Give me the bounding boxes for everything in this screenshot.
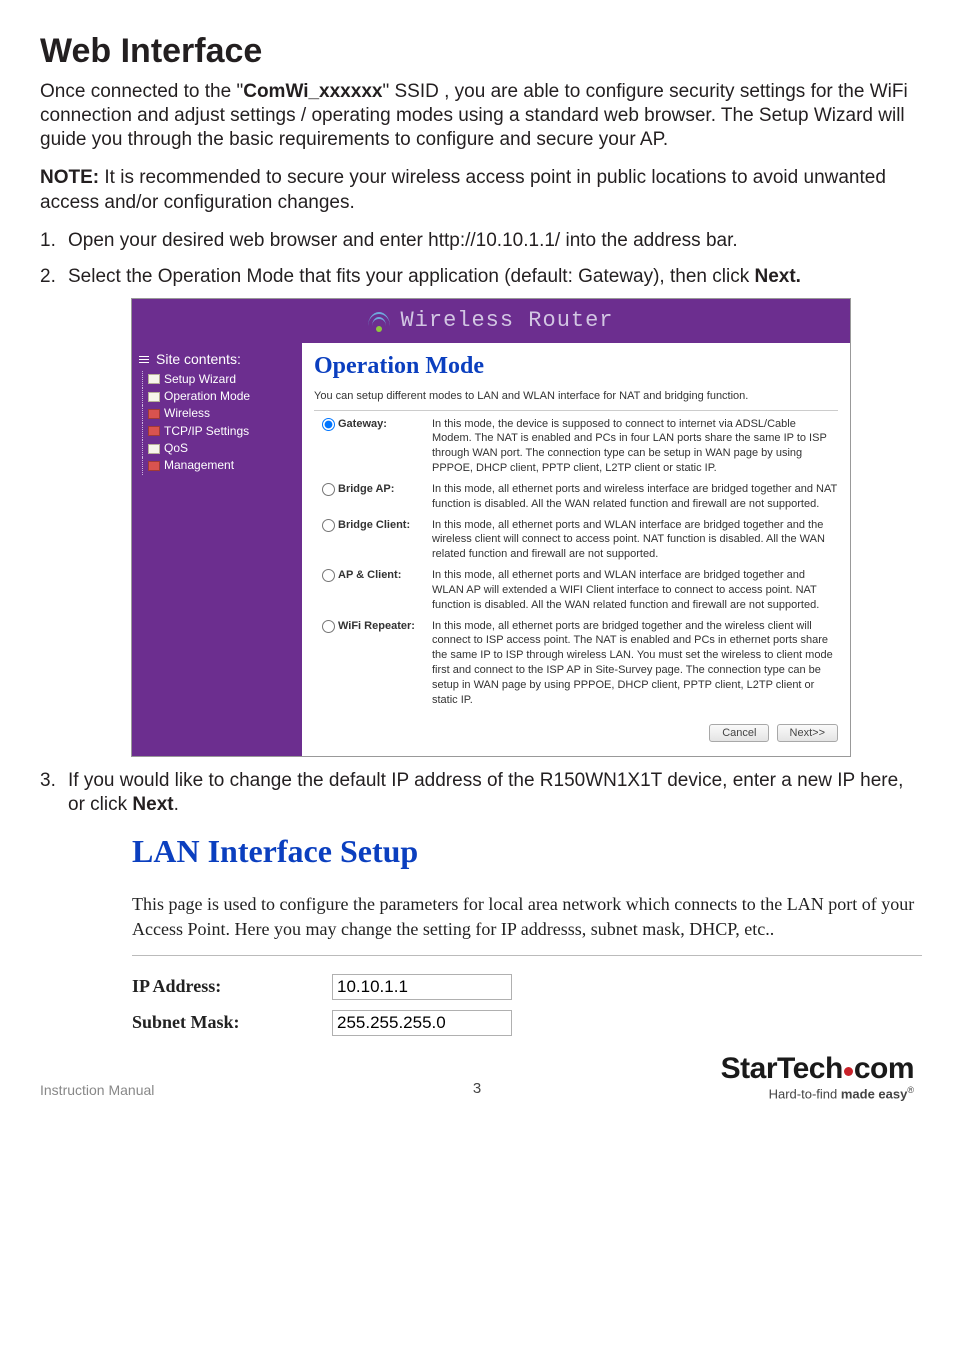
sidebar-title-text: Site contents: [156, 351, 241, 369]
ip-address-input[interactable] [332, 974, 512, 1000]
radio-bridge-ap[interactable] [322, 483, 335, 496]
router-screenshot: Wireless Router Site contents: Setup Wiz… [131, 298, 851, 757]
radio-wifi-repeater[interactable] [322, 620, 335, 633]
radio-ap-client[interactable] [322, 569, 335, 582]
mode-row-wifi-repeater: WiFi Repeater: In this mode, all etherne… [322, 619, 838, 708]
cancel-button[interactable]: Cancel [709, 724, 769, 742]
page-number: 3 [473, 1079, 481, 1098]
manual-label: Instruction Manual [40, 1082, 154, 1100]
mode-desc: In this mode, the device is supposed to … [432, 417, 838, 476]
step-3: If you would like to change the default … [40, 769, 914, 1036]
page-icon [148, 444, 160, 454]
sidebar-item-label: Setup Wizard [164, 372, 236, 387]
ip-address-label: IP Address: [132, 975, 332, 998]
operation-mode-title: Operation Mode [314, 351, 838, 382]
mode-desc: In this mode, all ethernet ports and wir… [432, 482, 838, 512]
mode-desc: In this mode, all ethernet ports and WLA… [432, 568, 838, 613]
sidebar-item-setup-wizard[interactable]: Setup Wizard [138, 371, 296, 388]
sidebar-item-qos[interactable]: QoS [138, 440, 296, 457]
sidebar-item-label: TCP/IP Settings [164, 424, 249, 439]
lan-screenshot: LAN Interface Setup This page is used to… [132, 831, 922, 1036]
sidebar-item-label: Operation Mode [164, 389, 250, 404]
page-title: Web Interface [40, 30, 914, 74]
logo-text-a: StarTech [721, 1054, 843, 1084]
registered-mark: ® [907, 1085, 914, 1095]
mode-row-ap-client: AP & Client: In this mode, all ethernet … [322, 568, 838, 613]
step-3-end: . [174, 794, 179, 815]
step-2-text: Select the Operation Mode that fits your… [68, 266, 754, 287]
next-button[interactable]: Next>> [777, 724, 838, 742]
router-main: Operation Mode You can setup different m… [302, 343, 850, 756]
sidebar-item-label: QoS [164, 441, 188, 456]
tagline-b: made easy [841, 1086, 908, 1101]
tagline-a: Hard-to-find [769, 1086, 841, 1101]
wifi-icon [368, 310, 390, 332]
mode-table: Gateway: In this mode, the device is sup… [314, 417, 838, 708]
mode-desc: In this mode, all ethernet ports are bri… [432, 619, 838, 708]
mode-desc: In this mode, all ethernet ports and WLA… [432, 518, 838, 563]
note-paragraph: NOTE: It is recommended to secure your w… [40, 166, 914, 215]
step-3-text: If you would like to change the default … [68, 770, 903, 815]
logo-wordmark: StarTech com [721, 1054, 914, 1084]
intro-text-a: Once connected to the " [40, 81, 243, 102]
lan-row-ip: IP Address: [132, 974, 922, 1000]
sidebar-item-tcpip[interactable]: TCP/IP Settings [138, 423, 296, 440]
lan-title: LAN Interface Setup [132, 831, 922, 872]
page-footer: Instruction Manual 3 StarTech com Hard-to… [40, 1054, 914, 1100]
sidebar-title: Site contents: [138, 351, 296, 369]
mode-label: Bridge AP: [338, 482, 394, 496]
operation-mode-subtitle: You can setup different modes to LAN and… [314, 389, 838, 410]
lan-table: IP Address: Subnet Mask: [132, 974, 922, 1036]
intro-section: Once connected to the "ComWi_xxxxxx" SSI… [40, 80, 914, 216]
note-text: It is recommended to secure your wireles… [40, 167, 886, 212]
folder-icon [148, 461, 160, 471]
note-label: NOTE: [40, 167, 99, 188]
mode-label: WiFi Repeater: [338, 619, 415, 633]
step-2-bold: Next. [754, 266, 800, 287]
router-body: Site contents: Setup Wizard Operation Mo… [132, 343, 850, 756]
router-button-row: Cancel Next>> [314, 714, 838, 742]
sidebar-item-management[interactable]: Management [138, 457, 296, 474]
radio-bridge-client[interactable] [322, 519, 335, 532]
tree-root-icon [138, 354, 152, 366]
folder-icon [148, 426, 160, 436]
sidebar-item-operation-mode[interactable]: Operation Mode [138, 388, 296, 405]
router-header-text: Wireless Router [400, 307, 613, 335]
subnet-mask-label: Subnet Mask: [132, 1011, 332, 1034]
lan-description: This page is used to configure the param… [132, 892, 922, 941]
router-sidebar: Site contents: Setup Wizard Operation Mo… [132, 343, 302, 756]
page-icon [148, 392, 160, 402]
folder-icon [148, 409, 160, 419]
router-header: Wireless Router [132, 299, 850, 343]
step-3-bold: Next [132, 794, 173, 815]
sidebar-item-label: Wireless [164, 406, 210, 421]
mode-row-bridge-client: Bridge Client: In this mode, all etherne… [322, 518, 838, 563]
step-1-text: Open your desired web browser and enter … [68, 230, 738, 251]
sidebar-item-label: Management [164, 458, 234, 473]
mode-row-gateway: Gateway: In this mode, the device is sup… [322, 417, 838, 476]
radio-gateway[interactable] [322, 418, 335, 431]
steps-list: Open your desired web browser and enter … [40, 229, 914, 1036]
intro-ssid: ComWi_xxxxxx [243, 81, 382, 102]
mode-label: Bridge Client: [338, 518, 410, 532]
intro-paragraph: Once connected to the "ComWi_xxxxxx" SSI… [40, 80, 914, 153]
logo-dot-icon [844, 1067, 853, 1076]
logo-tagline: Hard-to-find made easy® [721, 1086, 914, 1100]
step-2: Select the Operation Mode that fits your… [40, 265, 914, 756]
logo-text-b: com [854, 1054, 914, 1084]
startech-logo: StarTech com Hard-to-find made easy® [721, 1054, 914, 1100]
step-1: Open your desired web browser and enter … [40, 229, 914, 253]
mode-label: Gateway: [338, 417, 387, 431]
lan-divider [132, 955, 922, 956]
page-icon [148, 374, 160, 384]
mode-label: AP & Client: [338, 568, 401, 582]
lan-row-mask: Subnet Mask: [132, 1010, 922, 1036]
mode-row-bridge-ap: Bridge AP: In this mode, all ethernet po… [322, 482, 838, 512]
sidebar-item-wireless[interactable]: Wireless [138, 405, 296, 422]
subnet-mask-input[interactable] [332, 1010, 512, 1036]
